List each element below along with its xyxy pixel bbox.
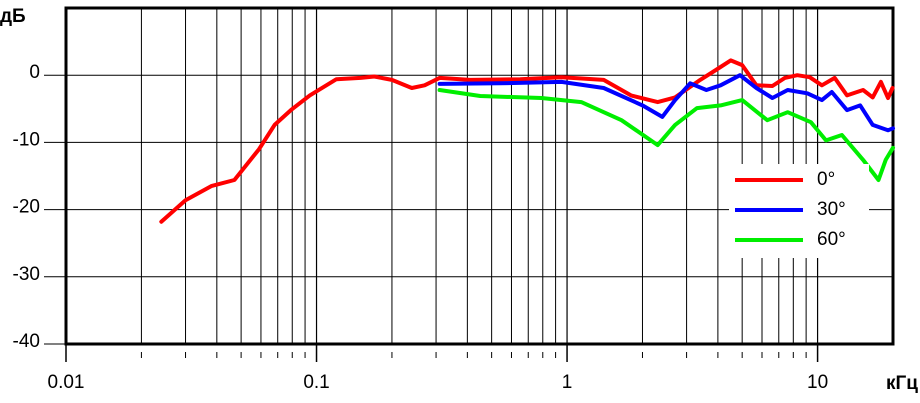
series-line [437,73,895,133]
y-tick-label: -10 [13,129,40,150]
legend-label: 60° [817,229,846,250]
series-line [159,58,895,224]
x-tick-label: 10 [807,372,828,393]
x-tick-label: 0.1 [303,372,329,393]
legend-label: 0° [817,169,835,190]
y-tick-label: -40 [13,331,40,352]
y-tick-label: -30 [13,264,40,285]
series-line [437,88,895,182]
y-tick-label: -20 [13,197,40,218]
x-tick-label: 1 [562,372,573,393]
x-axis-label: кГц [886,373,918,394]
y-axis-label: дБ [0,6,26,27]
x-tick-label: 0.01 [48,372,85,393]
legend: 0° 30° 60° [729,164,869,258]
legend-label: 30° [817,199,846,220]
y-tick-label: 0 [29,62,40,83]
plot-frame [64,6,895,346]
